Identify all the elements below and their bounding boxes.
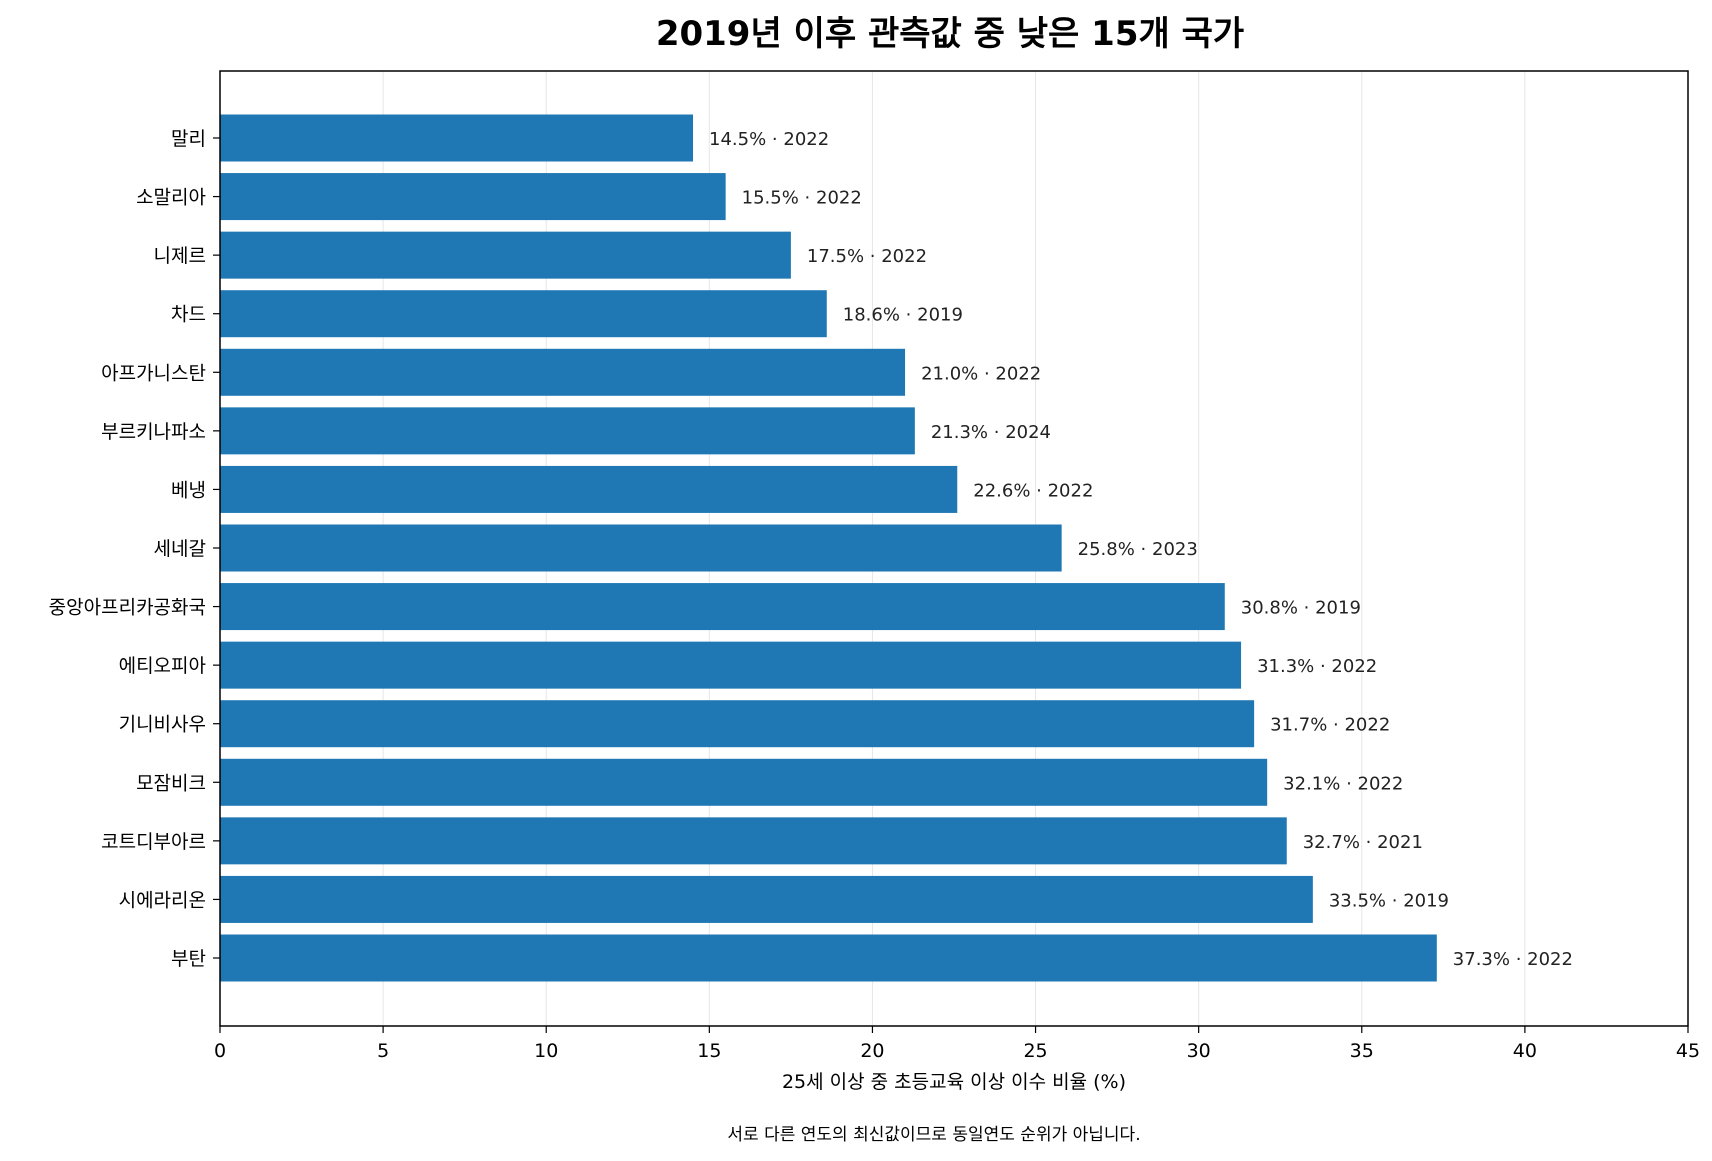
bar bbox=[220, 231, 791, 279]
data-label: 32.7% · 2021 bbox=[1303, 832, 1423, 853]
y-tick-label: 모잠비크 bbox=[136, 772, 206, 794]
y-axis-ticks: 말리소말리아니제르차드아프가니스탄부르키나파소베냉세네갈중앙아프리카공화국에티오… bbox=[49, 128, 220, 970]
x-tick-label: 40 bbox=[1513, 1040, 1537, 1062]
bar bbox=[220, 524, 1062, 572]
y-tick-label: 시에라리온 bbox=[119, 889, 206, 911]
x-tick-label: 35 bbox=[1350, 1040, 1374, 1062]
data-label: 32.1% · 2022 bbox=[1283, 773, 1403, 794]
data-label: 25.8% · 2023 bbox=[1078, 539, 1198, 560]
bar bbox=[220, 290, 827, 338]
bar bbox=[220, 348, 906, 396]
bar bbox=[220, 173, 726, 221]
bar bbox=[220, 700, 1255, 748]
y-tick-label: 코트디부아르 bbox=[101, 831, 206, 853]
y-tick-label: 아프가니스탄 bbox=[101, 362, 206, 384]
data-label: 17.5% · 2022 bbox=[807, 246, 927, 267]
x-tick-label: 25 bbox=[1023, 1040, 1047, 1062]
x-tick-label: 30 bbox=[1187, 1040, 1211, 1062]
y-tick-label: 소말리아 bbox=[136, 187, 206, 209]
x-tick-label: 15 bbox=[697, 1040, 721, 1062]
bar bbox=[220, 114, 694, 162]
bars bbox=[220, 114, 1437, 982]
data-label: 31.3% · 2022 bbox=[1257, 656, 1377, 677]
data-label: 21.3% · 2024 bbox=[931, 422, 1051, 443]
data-label: 22.6% · 2022 bbox=[973, 480, 1093, 501]
bar bbox=[220, 407, 915, 455]
y-tick-label: 중앙아프리카공화국 bbox=[49, 597, 206, 619]
y-tick-label: 부르키나파소 bbox=[101, 421, 206, 443]
data-label: 15.5% · 2022 bbox=[742, 188, 862, 209]
x-tick-label: 20 bbox=[860, 1040, 884, 1062]
y-tick-label: 말리 bbox=[171, 128, 206, 150]
bar bbox=[220, 465, 958, 513]
bar bbox=[220, 641, 1242, 689]
data-label: 30.8% · 2019 bbox=[1241, 598, 1361, 619]
x-tick-label: 45 bbox=[1676, 1040, 1700, 1062]
bar bbox=[220, 817, 1287, 865]
data-label: 31.7% · 2022 bbox=[1270, 715, 1390, 736]
data-label: 21.0% · 2022 bbox=[921, 363, 1041, 384]
y-tick-label: 에티오피아 bbox=[119, 655, 206, 677]
x-tick-label: 5 bbox=[377, 1040, 389, 1062]
y-tick-label: 기니비사우 bbox=[119, 714, 206, 736]
y-tick-label: 베냉 bbox=[171, 479, 206, 501]
bar bbox=[220, 758, 1268, 806]
data-label: 33.5% · 2019 bbox=[1329, 890, 1449, 911]
data-label: 37.3% · 2022 bbox=[1453, 949, 1573, 970]
bar bbox=[220, 875, 1313, 923]
bar bbox=[220, 934, 1437, 982]
y-tick-label: 세네갈 bbox=[154, 538, 206, 560]
y-tick-label: 부탄 bbox=[171, 948, 206, 970]
y-tick-label: 니제르 bbox=[154, 245, 206, 267]
data-label: 18.6% · 2019 bbox=[843, 305, 963, 326]
x-axis-ticks: 0 5 10 15 20 25 30 35 40 45 bbox=[214, 1026, 1700, 1062]
x-axis-label: 25세 이상 중 초등교육 이상 이수 비율 (%) bbox=[782, 1071, 1126, 1093]
chart-footnote: 서로 다른 연도의 최신값이므로 동일연도 순위가 아닙니다. bbox=[727, 1125, 1140, 1145]
chart-title: 2019년 이후 관측값 중 낮은 15개 국가 bbox=[656, 14, 1244, 54]
bar bbox=[220, 583, 1225, 631]
y-tick-label: 차드 bbox=[171, 304, 206, 326]
x-tick-label: 0 bbox=[214, 1040, 226, 1062]
data-label: 14.5% · 2022 bbox=[709, 129, 829, 150]
data-labels: 14.5% · 2022 15.5% · 2022 17.5% · 2022 18.6… bbox=[709, 129, 1573, 970]
x-tick-label: 10 bbox=[534, 1040, 558, 1062]
